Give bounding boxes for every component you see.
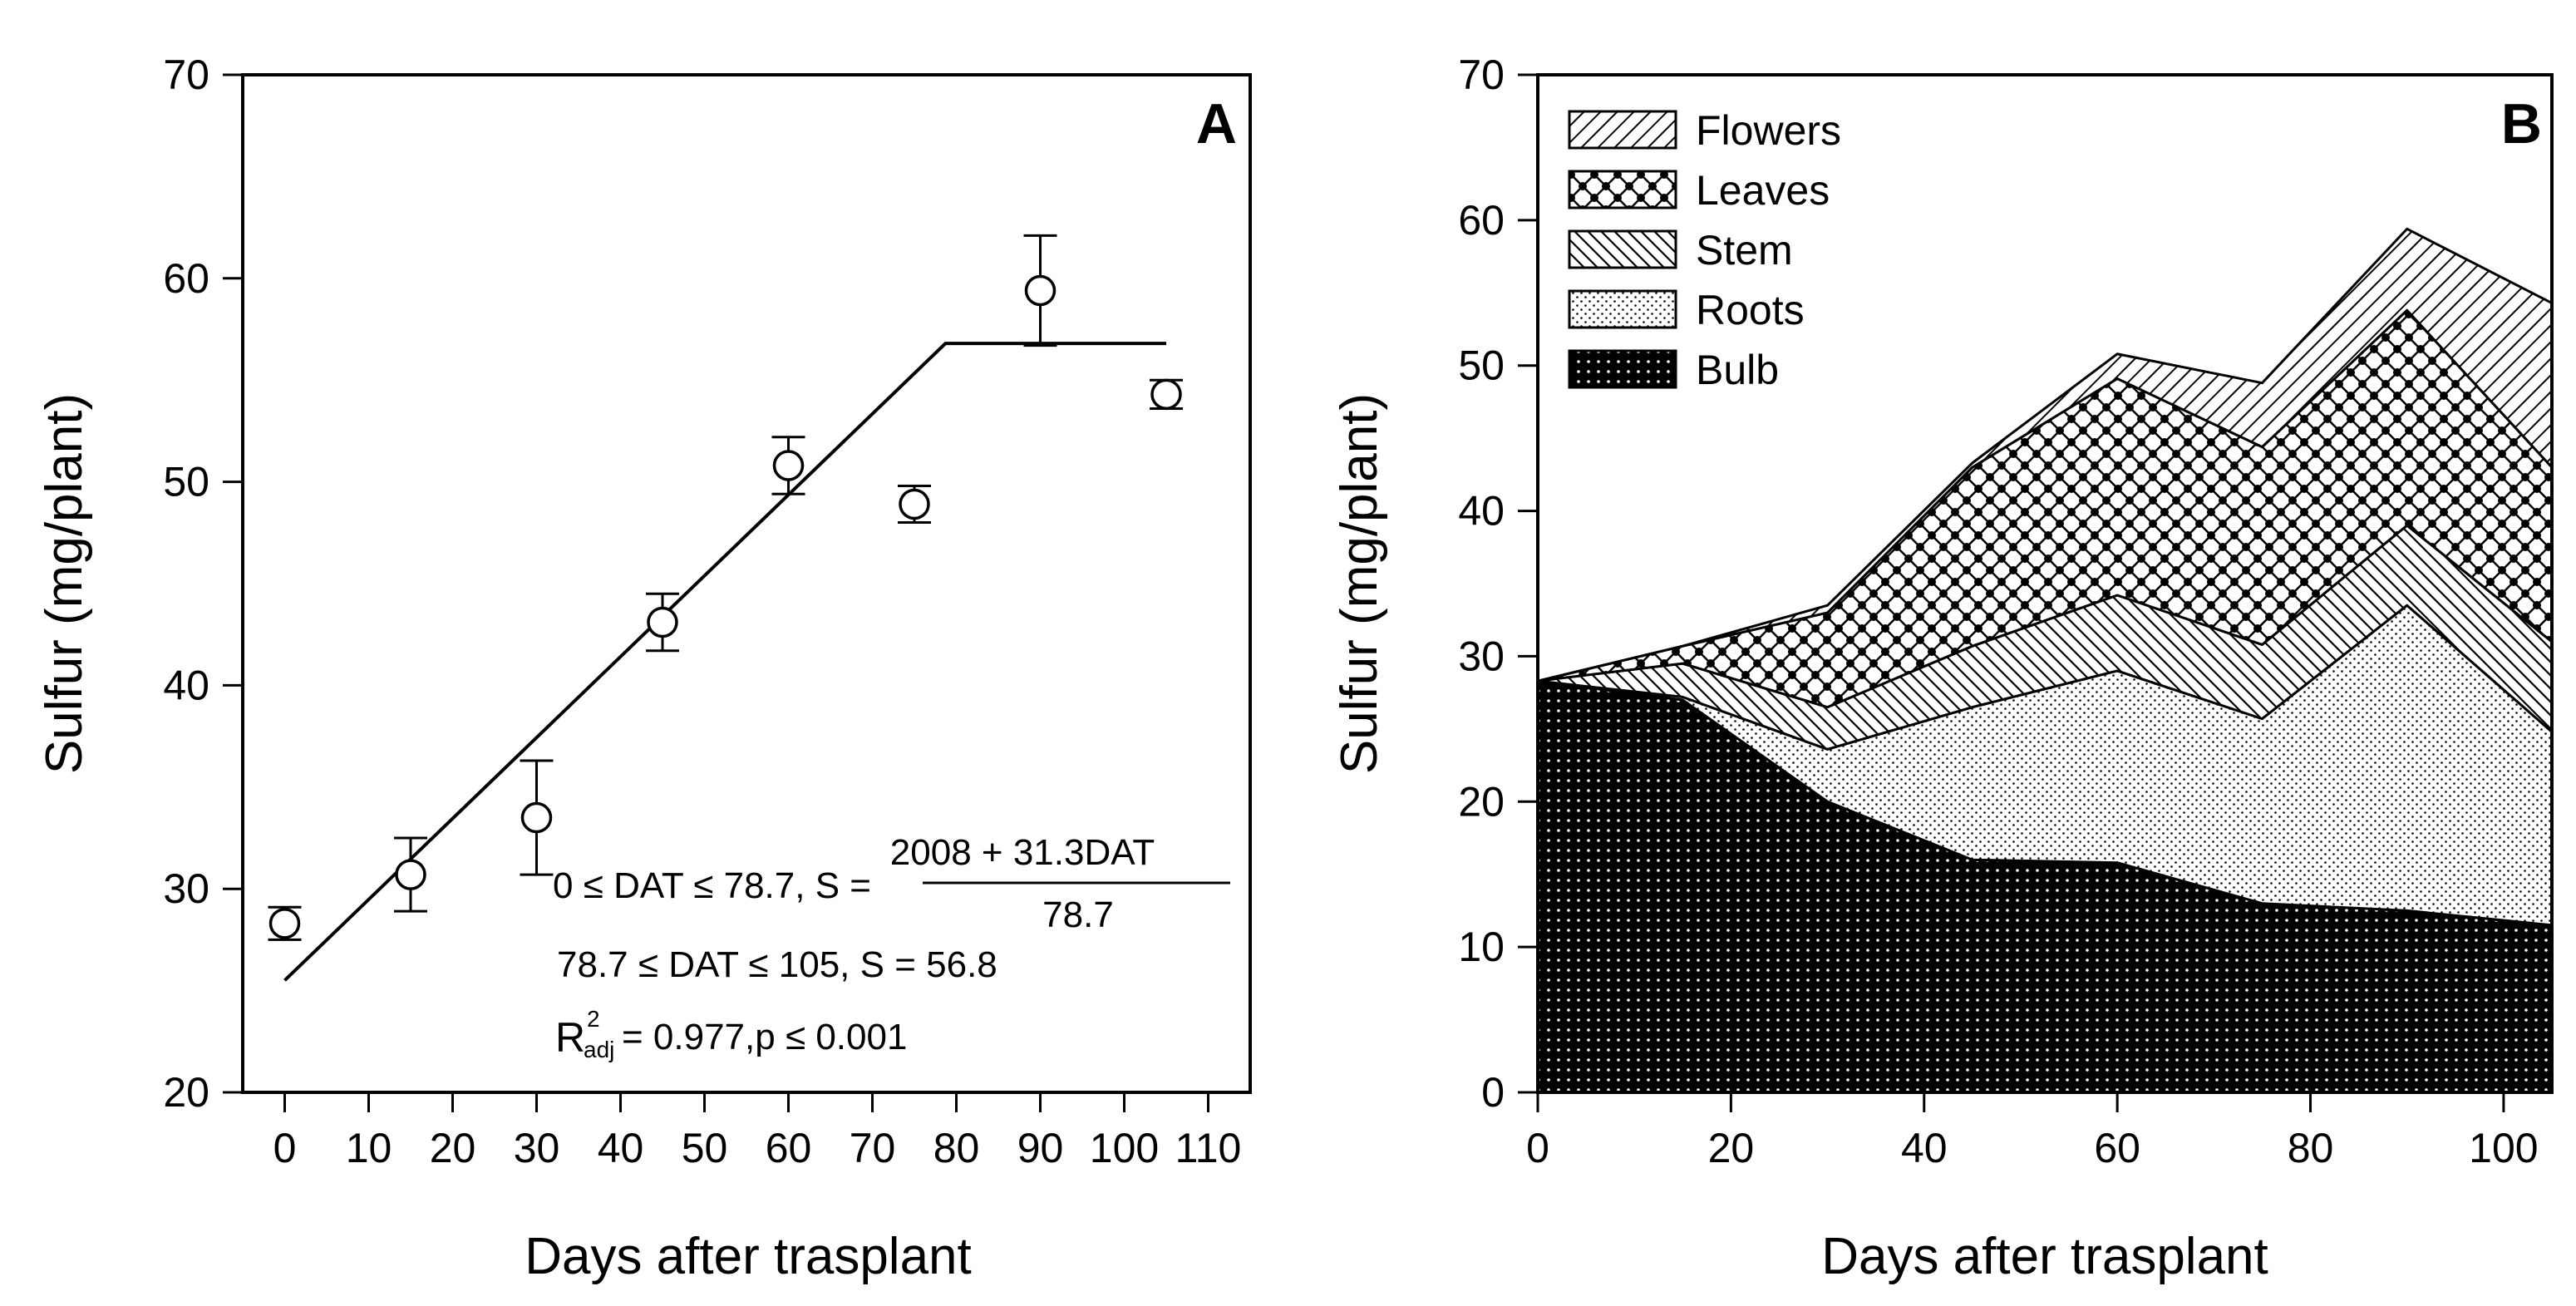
panel-a-equations: 0 ≤ DAT ≤ 78.7, S = 2008 + 31.3DAT 78.7 … <box>553 832 1230 1062</box>
data-point <box>395 859 426 890</box>
equation-2: 78.7 ≤ DAT ≤ 105, S = 56.8 <box>557 944 997 985</box>
y-tick-label-b: 20 <box>1458 778 1505 825</box>
panel-b-y-axis-title: Sulfur (mg/plant) <box>1331 393 1388 774</box>
x-tick-label-a: 0 <box>273 1125 297 1171</box>
r-squared-superscript: 2 <box>587 1006 600 1032</box>
legend-label-leaves: Leaves <box>1696 167 1830 214</box>
r-squared-subscript: adj <box>584 1037 614 1062</box>
data-point <box>647 606 678 638</box>
legend-label-bulb: Bulb <box>1696 347 1779 393</box>
x-tick-label-a: 40 <box>598 1125 644 1171</box>
legend-label-flowers: Flowers <box>1696 107 1841 154</box>
y-tick-label-b: 10 <box>1458 924 1505 970</box>
x-tick-label-a: 100 <box>1090 1125 1159 1171</box>
equation-1-numerator: 2008 + 31.3DAT <box>890 832 1155 873</box>
x-tick-label-a: 60 <box>766 1125 812 1171</box>
legend-swatch-flowers <box>1568 110 1677 150</box>
x-tick-label-b: 100 <box>2469 1125 2538 1171</box>
y-tick-label-b: 0 <box>1481 1069 1505 1116</box>
y-tick-label-b: 50 <box>1458 343 1505 389</box>
y-tick-label-a: 70 <box>163 52 209 98</box>
panel-b: 0 20 40 60 80 100 0 10 20 30 40 50 60 70 B Days after… <box>1331 52 2554 1285</box>
panel-a-y-axis-title: Sulfur (mg/plant) <box>36 393 93 774</box>
panel-a-plot: 0 10 20 30 40 50 60 70 80 90 100 110 20 30 40 50 60 70 <box>163 52 1241 1171</box>
x-tick-label-a: 50 <box>682 1125 728 1171</box>
x-tick-label-b: 40 <box>1901 1125 1948 1171</box>
equation-1-denominator: 78.7 <box>1042 894 1114 935</box>
y-tick-label-a: 60 <box>163 255 209 302</box>
data-point <box>1024 274 1057 307</box>
x-tick-label-b: 0 <box>1526 1125 1549 1171</box>
legend-swatch-leaves <box>1568 170 1677 209</box>
data-point <box>772 450 805 481</box>
x-tick-label-a: 110 <box>1175 1125 1242 1171</box>
panel-b-frame <box>1536 73 2554 1094</box>
y-tick-label-a: 50 <box>163 459 209 505</box>
y-tick-label-b: 70 <box>1458 52 1505 98</box>
y-tick-label-b: 40 <box>1458 488 1505 535</box>
x-tick-label-b: 20 <box>1708 1125 1755 1171</box>
panel-a-x-axis-title: Days after trasplant <box>525 1228 972 1285</box>
y-tick-label-b: 60 <box>1458 197 1505 244</box>
legend-label-stem: Stem <box>1696 227 1793 274</box>
y-tick-label-a: 20 <box>163 1069 209 1116</box>
legend-swatch-bulb <box>1568 349 1677 389</box>
data-point <box>1150 378 1182 411</box>
equation-1-prefix: 0 ≤ DAT ≤ 78.7, S = <box>553 865 871 906</box>
panel-b-label: B <box>2501 92 2542 155</box>
x-tick-label-a: 10 <box>346 1125 392 1171</box>
data-point <box>520 801 553 834</box>
x-tick-label-b: 80 <box>2288 1125 2334 1171</box>
y-tick-label-b: 30 <box>1458 633 1505 679</box>
x-tick-label-a: 90 <box>1017 1125 1064 1171</box>
x-tick-label-a: 20 <box>430 1125 476 1171</box>
x-tick-label-a: 30 <box>514 1125 560 1171</box>
panel-a-label: A <box>1196 92 1237 155</box>
x-tick-label-a: 70 <box>850 1125 896 1171</box>
y-tick-label-a: 30 <box>163 865 209 912</box>
data-point <box>268 908 301 939</box>
x-tick-label-b: 60 <box>2094 1125 2140 1171</box>
panel-b-x-axis-title: Days after trasplant <box>1821 1228 2268 1285</box>
x-tick-label-a: 80 <box>933 1125 980 1171</box>
r-squared-symbol: R <box>555 1014 585 1061</box>
y-tick-label-a: 40 <box>163 662 209 708</box>
panel-b-plot: 0 20 40 60 80 100 0 10 20 30 40 50 60 70 <box>1458 52 2554 1171</box>
panel-b-legend: Flowers Leaves Stem Roots Bulb <box>1568 107 1841 393</box>
regression-line <box>283 342 1166 982</box>
legend-swatch-roots <box>1568 289 1677 329</box>
r-squared-value: = 0.977,p ≤ 0.001 <box>622 1017 907 1057</box>
data-point <box>899 488 930 520</box>
legend-label-roots: Roots <box>1696 287 1805 333</box>
panel-a-frame <box>241 73 1252 1094</box>
legend-swatch-stem <box>1568 229 1677 269</box>
